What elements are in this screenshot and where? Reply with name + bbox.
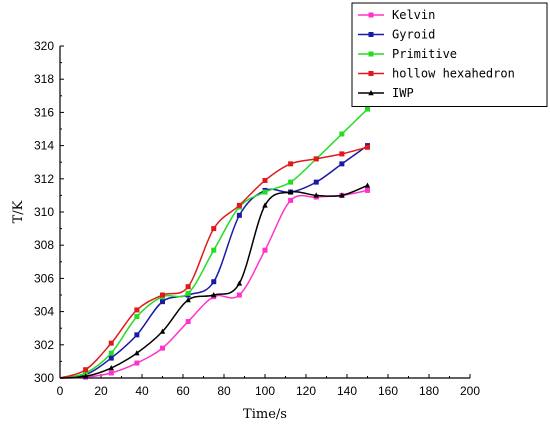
data-point — [288, 197, 294, 203]
x-tick-label: 80 — [217, 384, 231, 398]
data-point — [313, 156, 319, 162]
data-point — [211, 247, 217, 253]
series-iwp — [59, 182, 371, 379]
data-point — [108, 355, 114, 361]
legend-box — [351, 2, 548, 107]
data-point — [262, 247, 268, 253]
data-point — [108, 365, 114, 371]
data-point — [134, 360, 140, 366]
y-tick-label: 312 — [34, 172, 54, 186]
data-point — [236, 292, 242, 298]
data-point — [211, 279, 217, 285]
legend-label: Kelvin — [392, 8, 435, 22]
legend-marker — [368, 51, 374, 57]
series-primitive — [59, 106, 370, 379]
data-point — [365, 106, 370, 112]
data-point — [185, 319, 191, 325]
x-axis-title: Time/s — [243, 407, 287, 422]
data-point — [160, 292, 165, 298]
data-point — [160, 345, 165, 351]
legend-label: Primitive — [392, 47, 457, 61]
series-line — [59, 108, 369, 379]
x-tick-label: 100 — [255, 384, 275, 398]
data-point — [82, 373, 89, 379]
data-point — [159, 328, 166, 334]
data-point — [134, 314, 140, 320]
data-point — [211, 226, 217, 232]
y-tick-label: 314 — [34, 139, 54, 153]
data-point — [262, 189, 268, 195]
y-tick-label: 316 — [34, 105, 54, 119]
legend-label: IWP — [392, 86, 414, 100]
data-point — [365, 187, 370, 193]
axes: 0 20 40 60 80 100 120 140 160 180 200 300 302 304 306 3… — [11, 39, 480, 422]
data-point — [339, 161, 345, 167]
x-tick-label: 140 — [337, 384, 357, 398]
data-point — [108, 370, 114, 376]
data-point — [287, 189, 294, 195]
data-point — [262, 177, 268, 183]
data-point — [134, 307, 140, 313]
data-point — [339, 151, 345, 157]
x-tick-label: 120 — [296, 384, 316, 398]
x-tick-label: 200 — [460, 384, 480, 398]
legend-label: hollow hexahedron — [392, 67, 515, 81]
data-point — [365, 144, 370, 150]
y-tick-label: 310 — [34, 205, 54, 219]
x-tick-label: 160 — [378, 384, 398, 398]
y-tick-label: 320 — [34, 39, 54, 53]
data-point — [339, 192, 345, 198]
data-point — [134, 350, 140, 356]
legend-marker — [368, 90, 374, 96]
data-point — [211, 292, 217, 298]
data-point — [83, 370, 89, 376]
y-tick-label: 308 — [34, 238, 54, 252]
legend-marker — [368, 12, 374, 18]
x-tick-label: 20 — [94, 384, 108, 398]
legend-marker — [368, 32, 374, 37]
y-tick-label: 304 — [34, 305, 54, 319]
data-point — [134, 332, 140, 338]
legend-label: Gyroid — [392, 28, 435, 42]
series-gyroid — [59, 143, 370, 379]
data-point — [288, 161, 294, 167]
data-point — [83, 367, 89, 373]
y-tick-label: 300 — [34, 371, 54, 385]
series-line — [59, 146, 368, 379]
data-point — [160, 299, 165, 305]
data-point — [262, 202, 268, 208]
data-point — [313, 192, 319, 198]
y-tick-label: 302 — [34, 338, 54, 352]
data-point — [236, 212, 242, 218]
data-point — [288, 179, 294, 185]
data-point — [108, 340, 114, 346]
y-tick-label: 318 — [34, 72, 54, 86]
legend: Kelvin Gyroid Primitive hollow hexahedron IW… — [351, 2, 548, 107]
x-tick-label: 180 — [419, 384, 439, 398]
data-point — [236, 202, 242, 208]
data-point — [185, 296, 191, 303]
data-point — [185, 290, 191, 296]
x-tick-label: 60 — [176, 384, 190, 398]
series-hollow-hexahedron — [59, 144, 370, 379]
data-point — [364, 182, 371, 188]
legend-marker — [368, 71, 374, 76]
data-point — [313, 179, 319, 185]
y-tick-label: 306 — [34, 271, 54, 285]
series-line — [59, 144, 368, 379]
data-point — [185, 284, 191, 290]
x-tick-label: 0 — [57, 384, 64, 398]
data-point — [339, 131, 345, 137]
series-layer — [59, 106, 371, 380]
data-point — [108, 350, 114, 356]
y-axis-title: T/K — [11, 200, 26, 223]
data-point — [236, 280, 243, 286]
x-tick-label: 40 — [135, 384, 149, 398]
